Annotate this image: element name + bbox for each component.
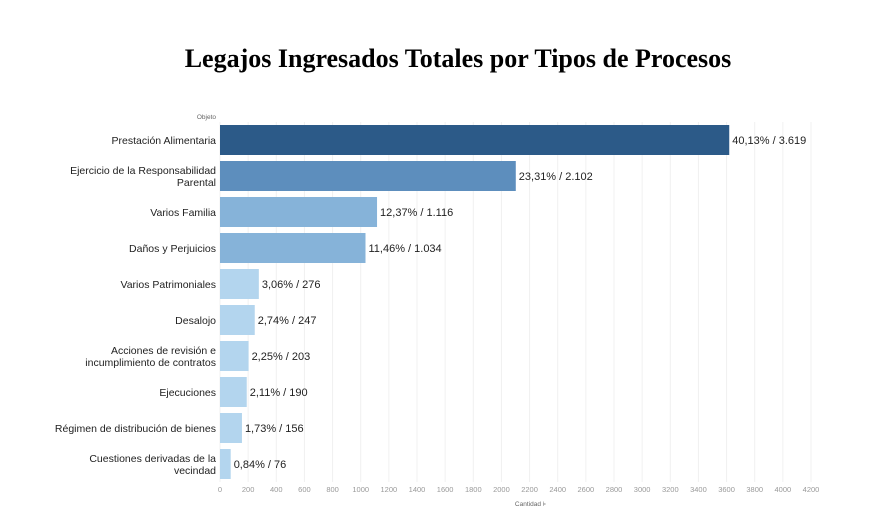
x-tick-label: 1600	[437, 485, 454, 494]
x-tick-label: 4000	[775, 485, 792, 494]
x-tick-label: 2400	[549, 485, 566, 494]
bar	[220, 413, 242, 443]
category-label: Daños y Perjuicios	[129, 243, 216, 255]
x-tick-label: 2000	[493, 485, 510, 494]
data-label: 3,06% / 276	[262, 279, 321, 291]
bar	[220, 377, 247, 407]
data-label: 2,11% / 190	[250, 387, 308, 399]
data-label: 2,74% / 247	[258, 315, 317, 327]
data-label: 12,37% / 1.116	[380, 207, 453, 219]
category-label: Acciones de revisión e	[111, 345, 216, 357]
x-tick-label: 2600	[578, 485, 595, 494]
data-label: 11,46% / 1.034	[368, 243, 441, 255]
bar	[220, 269, 259, 299]
bar	[220, 161, 516, 191]
x-tick-label: 1000	[352, 485, 369, 494]
x-tick-label: 1800	[465, 485, 482, 494]
x-tick-label: 1200	[381, 485, 398, 494]
x-tick-label: 3600	[718, 485, 735, 494]
data-label: 40,13% / 3.619	[732, 135, 806, 147]
category-label: Ejercicio de la Responsabilidad	[70, 165, 216, 177]
bar	[220, 233, 366, 263]
category-label: Cuestiones derivadas de la	[89, 453, 216, 465]
category-label: incumplimiento de contratos	[85, 357, 216, 369]
category-label: Régimen de distribución de bienes	[55, 423, 216, 435]
category-label: Varios Patrimoniales	[120, 279, 216, 291]
x-tick-label: 3800	[746, 485, 763, 494]
x-tick-label: 2800	[606, 485, 623, 494]
bar	[220, 341, 249, 371]
bar	[220, 125, 730, 155]
y-axis-label: Objeto	[197, 114, 217, 121]
bar	[220, 449, 231, 479]
x-tick-label: 600	[298, 485, 311, 494]
x-tick-label: 3200	[662, 485, 679, 494]
x-tick-label: 4200	[803, 485, 820, 494]
category-label: Prestación Alimentaria	[112, 135, 217, 147]
x-tick-label: 3000	[634, 485, 651, 494]
data-label: 0,84% / 76	[234, 459, 287, 471]
x-tick-label: 2200	[521, 485, 538, 494]
category-label: Varios Familia	[150, 207, 216, 219]
x-tick-label: 200	[242, 485, 255, 494]
x-tick-label: 400	[270, 485, 283, 494]
x-tick-label: 1400	[409, 485, 426, 494]
category-label: vecindad	[174, 465, 216, 477]
category-label: Ejecuciones	[159, 387, 216, 399]
x-axis-label: Cantidad ⊧	[515, 501, 547, 506]
x-tick-label: 0	[218, 485, 222, 494]
category-label: Parental	[177, 177, 216, 189]
bar	[220, 305, 255, 335]
data-label: 1,73% / 156	[245, 423, 304, 435]
data-label: 2,25% / 203	[252, 351, 311, 363]
chart-title: Legajos Ingresados Totales por Tipos de …	[184, 44, 732, 73]
category-label: Desalojo	[175, 315, 216, 327]
bar	[220, 197, 378, 227]
x-tick-label: 800	[326, 485, 339, 494]
x-tick-label: 3400	[690, 485, 707, 494]
data-label: 23,31% / 2.102	[519, 171, 593, 183]
